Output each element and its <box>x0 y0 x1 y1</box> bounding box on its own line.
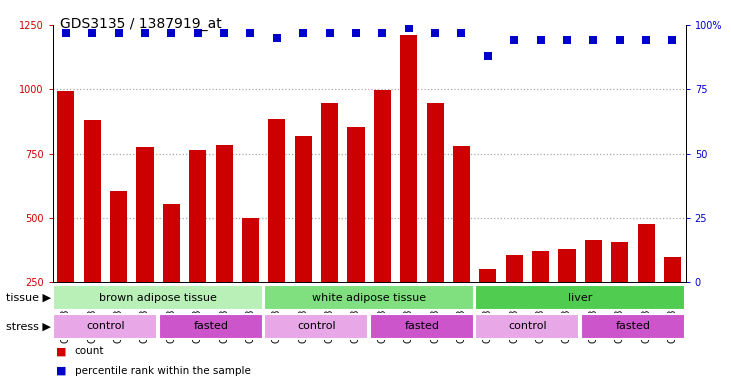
Bar <box>558 249 575 282</box>
Bar <box>295 136 312 282</box>
Text: fasted: fasted <box>616 321 651 331</box>
Point <box>640 37 652 43</box>
Bar <box>581 314 685 339</box>
Point <box>508 37 520 43</box>
Point <box>324 30 336 36</box>
Text: control: control <box>86 321 125 331</box>
Bar <box>163 204 180 282</box>
Bar <box>216 146 232 282</box>
Bar <box>374 90 391 282</box>
Text: fasted: fasted <box>404 321 439 331</box>
Point <box>86 30 98 36</box>
Bar <box>110 190 127 282</box>
Bar <box>370 314 474 339</box>
Bar <box>265 285 474 310</box>
Point <box>350 30 362 36</box>
Text: GDS3135 / 1387919_at: GDS3135 / 1387919_at <box>60 17 221 31</box>
Bar <box>400 35 417 282</box>
Bar <box>189 150 206 282</box>
Bar <box>611 242 629 282</box>
Point <box>535 37 547 43</box>
Point <box>192 30 203 36</box>
Text: percentile rank within the sample: percentile rank within the sample <box>75 366 251 376</box>
Bar <box>159 314 263 339</box>
Point <box>614 37 626 43</box>
Text: brown adipose tissue: brown adipose tissue <box>99 293 217 303</box>
Point <box>298 30 309 36</box>
Text: tissue ▶: tissue ▶ <box>6 293 51 303</box>
Bar <box>664 257 681 282</box>
Bar <box>480 270 496 282</box>
Bar <box>321 103 338 282</box>
Bar <box>475 314 580 339</box>
Text: ■: ■ <box>56 346 67 356</box>
Text: control: control <box>297 321 336 331</box>
Point <box>219 30 230 36</box>
Point <box>245 30 257 36</box>
Text: fasted: fasted <box>194 321 228 331</box>
Bar <box>83 120 101 282</box>
Bar <box>453 146 470 282</box>
Point <box>376 30 388 36</box>
Point <box>271 35 283 41</box>
Bar <box>637 224 655 282</box>
Text: stress ▶: stress ▶ <box>7 321 51 331</box>
Bar <box>53 285 263 310</box>
Point <box>139 30 151 36</box>
Point <box>165 30 177 36</box>
Bar <box>265 314 368 339</box>
Point <box>429 30 441 36</box>
Bar <box>532 252 549 282</box>
Point <box>113 30 124 36</box>
Point <box>403 25 414 31</box>
Point <box>667 37 678 43</box>
Bar <box>242 218 259 282</box>
Text: count: count <box>75 346 104 356</box>
Bar <box>137 147 154 282</box>
Bar <box>585 240 602 282</box>
Bar <box>475 285 685 310</box>
Text: ■: ■ <box>56 366 67 376</box>
Point <box>60 30 72 36</box>
Text: white adipose tissue: white adipose tissue <box>312 293 426 303</box>
Point <box>455 30 467 36</box>
Bar <box>57 91 75 282</box>
Bar <box>426 103 444 282</box>
Point <box>561 37 573 43</box>
Bar <box>53 314 157 339</box>
Bar <box>268 119 285 282</box>
Bar <box>506 255 523 282</box>
Point <box>482 53 493 59</box>
Text: liver: liver <box>568 293 592 303</box>
Point <box>588 37 599 43</box>
Bar <box>347 127 365 282</box>
Text: control: control <box>508 321 547 331</box>
